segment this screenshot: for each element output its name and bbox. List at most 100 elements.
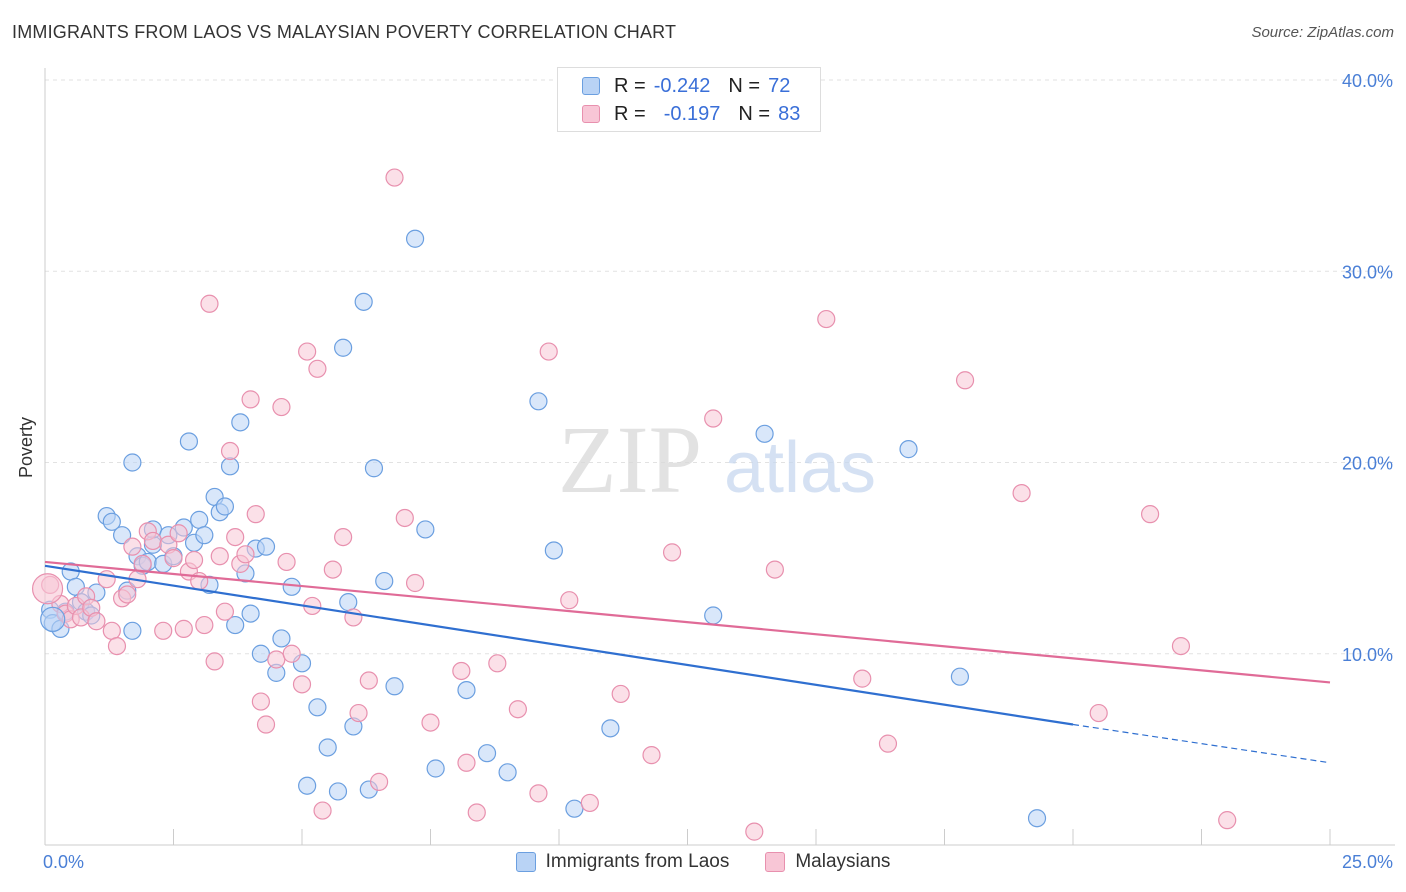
malaysians-point <box>313 801 332 820</box>
malaysians-point <box>508 700 527 719</box>
laos-point <box>385 677 404 696</box>
malaysians-point <box>1089 703 1108 723</box>
laos-point <box>220 457 240 476</box>
malaysians-point <box>359 671 378 690</box>
series-legend-swatch-malaysians <box>765 852 786 872</box>
malaysians-point <box>385 168 404 187</box>
malaysians-point <box>164 549 183 568</box>
malaysians-point <box>107 636 127 656</box>
series-legend-swatch-laos <box>515 852 536 872</box>
chart-title: IMMIGRANTS FROM LAOS VS MALAYSIAN POVERT… <box>12 22 677 42</box>
malaysians-point <box>154 621 173 640</box>
malaysians-point <box>210 547 229 566</box>
malaysians-point <box>308 359 327 378</box>
laos-point <box>123 621 142 640</box>
malaysians-point <box>174 619 193 638</box>
malaysians-point <box>1012 484 1031 503</box>
malaysians-point <box>282 644 301 663</box>
legend-row-malaysians: R = -0.197 N = 83 <box>582 101 800 127</box>
laos-point <box>231 413 250 432</box>
series-legend: Immigrants from Laos Malaysians <box>0 851 1406 873</box>
malaysians-point <box>215 602 234 621</box>
legend-r-value-laos: -0.242 <box>653 74 711 97</box>
laos-point <box>544 541 563 560</box>
laos-point <box>899 440 918 459</box>
malaysians-point <box>817 309 836 329</box>
malaysians-point <box>395 508 414 528</box>
legend-row-laos: R = -0.242 N = 72 <box>582 73 790 99</box>
laos-point <box>1027 809 1047 828</box>
malaysians-point <box>205 652 224 671</box>
malaysians-point <box>662 543 682 562</box>
laos-point <box>601 719 620 738</box>
legend-n-label: N = <box>738 102 771 125</box>
malaysians-point <box>1218 811 1237 830</box>
malaysians-point <box>878 734 898 753</box>
malaysians-point <box>1171 636 1191 656</box>
x-tick-label: 0.0% <box>43 852 84 872</box>
series-legend-item-laos[interactable]: Immigrants from Laos <box>515 851 730 873</box>
laos-point-large <box>40 606 66 632</box>
laos-trend-line <box>44 564 1074 726</box>
legend-swatch-laos <box>582 77 600 95</box>
laos-point <box>339 593 358 612</box>
malaysians-point <box>560 591 579 610</box>
laos-point <box>308 698 327 717</box>
malaysians-point <box>349 703 368 723</box>
laos-point <box>529 392 548 411</box>
malaysians-point <box>184 550 204 570</box>
malaysians-point <box>421 713 440 732</box>
laos-point <box>426 759 445 778</box>
malaysians-point <box>97 570 116 589</box>
malaysians-trend-line <box>44 560 1331 684</box>
legend-n-value-laos: 72 <box>768 74 791 97</box>
series-legend-label-laos: Immigrants from Laos <box>545 851 730 872</box>
malaysians-point <box>226 527 245 547</box>
malaysians-point <box>133 554 152 573</box>
malaysians-point <box>611 684 630 704</box>
laos-point <box>226 615 245 635</box>
malaysians-point <box>488 654 507 673</box>
laos-point <box>405 229 425 248</box>
malaysians-point <box>457 753 476 772</box>
laos-point <box>256 537 276 556</box>
series-legend-item-malaysians[interactable]: Malaysians <box>765 851 890 873</box>
legend-n-label: N = <box>728 74 761 97</box>
malaysians-point <box>143 531 163 551</box>
malaysians-point <box>169 524 188 543</box>
laos-point <box>498 763 517 782</box>
malaysians-point <box>370 772 389 791</box>
axes <box>44 68 1395 846</box>
malaysians-point <box>642 746 661 765</box>
correlation-legend: R = -0.242 N = 72 R = -0.197 N = 83 <box>557 67 821 132</box>
malaysians-point <box>529 784 548 803</box>
laos-point <box>190 510 209 529</box>
malaysians-point <box>765 560 784 579</box>
laos-point <box>704 606 723 625</box>
malaysians-point <box>745 822 764 841</box>
laos-point <box>112 526 132 545</box>
watermark: ZIP atlas <box>558 406 876 513</box>
malaysians-point <box>200 294 219 313</box>
malaysians-point <box>123 537 142 556</box>
laos-point <box>565 799 584 818</box>
malaysians-point <box>334 527 353 547</box>
laos-point <box>354 292 373 311</box>
laos-point <box>241 604 260 623</box>
malaysians-point <box>704 409 723 428</box>
legend-n-value-malaysians: 83 <box>778 102 801 125</box>
malaysians-point <box>277 552 296 572</box>
series-legend-label-malaysians: Malaysians <box>795 851 891 872</box>
legend-r-value-malaysians: -0.197 <box>663 102 721 125</box>
malaysians-point <box>87 612 106 631</box>
malaysians-point <box>241 390 260 409</box>
malaysians-point <box>955 371 975 390</box>
y-axis-label: Poverty <box>16 416 36 478</box>
watermark-zip: ZIP <box>558 406 702 513</box>
laos-point <box>457 680 476 700</box>
y-tick-label: 20.0% <box>1342 454 1393 474</box>
laos-point <box>477 744 497 763</box>
x-tick-label: 25.0% <box>1342 852 1393 872</box>
laos-point <box>364 459 384 478</box>
legend-swatch-malaysians <box>582 105 600 123</box>
